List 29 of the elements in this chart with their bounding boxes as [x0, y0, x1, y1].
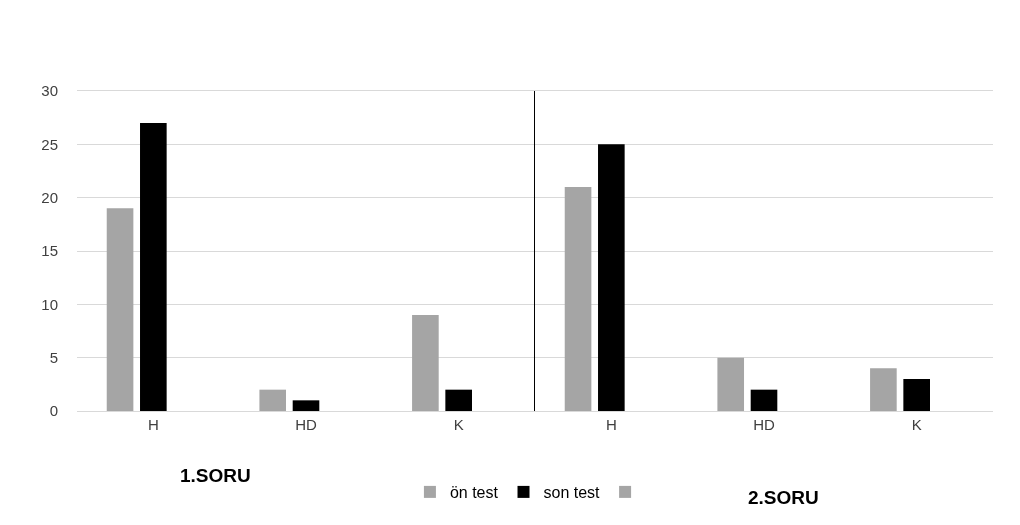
bar — [445, 389, 472, 411]
bar — [717, 357, 745, 411]
x-tick-label: H — [605, 416, 617, 434]
legend-label: ön test — [449, 484, 499, 502]
y-tick-label: 30 — [41, 82, 58, 100]
x-tick-label: H — [147, 416, 159, 434]
bar — [564, 187, 592, 411]
bar — [259, 389, 287, 411]
bar — [292, 400, 320, 411]
bar — [140, 123, 167, 411]
legend-label: son test — [543, 484, 601, 502]
bar — [106, 208, 134, 411]
y-tick-label: 25 — [41, 135, 58, 153]
x-tick-label: HD — [295, 416, 317, 434]
bar — [903, 379, 930, 411]
x-tick-label: K — [911, 416, 922, 434]
x-axis-title: 2.SORU — [748, 487, 819, 508]
y-tick-label: 0 — [49, 402, 58, 420]
x-axis-title: 1.SORU — [180, 465, 251, 486]
y-tick-label: 15 — [41, 242, 58, 260]
x-tick-label: HD — [753, 416, 775, 434]
y-tick-label: 10 — [41, 295, 58, 313]
y-tick-label: 20 — [41, 188, 58, 206]
bar — [598, 144, 625, 411]
y-tick-label: 5 — [49, 348, 58, 366]
bar — [412, 315, 439, 411]
bar — [750, 389, 778, 411]
bar — [870, 368, 897, 411]
x-tick-label: K — [453, 416, 464, 434]
